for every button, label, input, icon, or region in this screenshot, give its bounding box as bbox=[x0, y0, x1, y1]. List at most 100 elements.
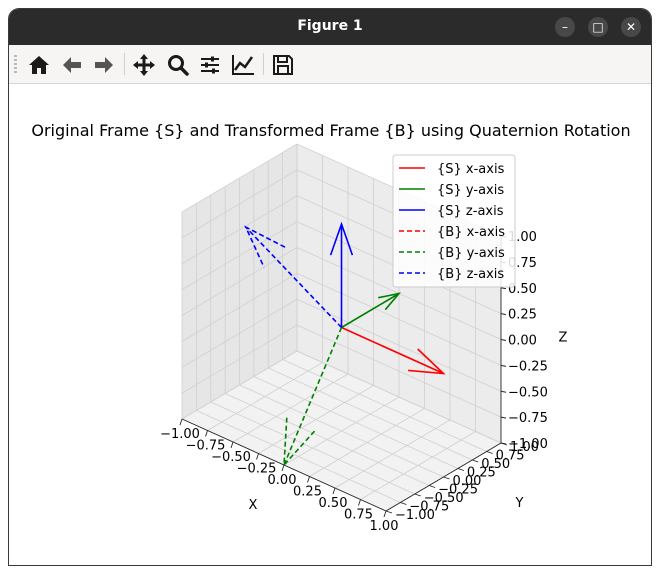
pan-button[interactable] bbox=[131, 52, 157, 78]
back-button[interactable] bbox=[59, 52, 85, 78]
toolbar-grip bbox=[14, 55, 17, 73]
home-button[interactable] bbox=[26, 52, 52, 78]
subplots-icon bbox=[201, 56, 219, 74]
x-tick bbox=[281, 464, 285, 472]
forward-button[interactable] bbox=[91, 52, 117, 78]
gridline bbox=[282, 359, 487, 452]
vector-shaft bbox=[283, 327, 343, 466]
legend-label: {B} x-axis bbox=[437, 225, 505, 240]
minimize-button[interactable]: – bbox=[555, 17, 575, 37]
gridline bbox=[360, 431, 476, 500]
y-tick-label: −0.50 bbox=[424, 491, 464, 506]
z-tick bbox=[500, 339, 507, 341]
edit-axis-button[interactable] bbox=[230, 52, 256, 78]
save-button[interactable] bbox=[270, 52, 296, 78]
chart-title: Original Frame {S} and Transformed Frame… bbox=[31, 121, 630, 140]
figure-canvas[interactable]: Original Frame {S} and Transformed Frame… bbox=[9, 84, 651, 565]
x-tick bbox=[307, 476, 310, 483]
z-tick-label: −0.25 bbox=[508, 359, 548, 374]
maximize-button[interactable]: □ bbox=[588, 17, 608, 37]
z-tick bbox=[500, 287, 507, 290]
y-tick-label: 0.00 bbox=[453, 474, 482, 489]
x-tick-label: −1.00 bbox=[160, 427, 200, 442]
z-tick bbox=[500, 313, 507, 316]
y-tick-label: 0.25 bbox=[467, 466, 496, 481]
x-tick bbox=[332, 487, 336, 495]
vector-b-y-axis bbox=[283, 327, 343, 468]
toolbar-separator bbox=[263, 53, 264, 75]
zoom-button[interactable] bbox=[165, 52, 191, 78]
gridline bbox=[181, 143, 298, 213]
x-tick-label: 0.50 bbox=[319, 496, 348, 511]
gridline bbox=[181, 247, 298, 316]
forward-icon bbox=[95, 57, 113, 73]
z-tick-label: −1.00 bbox=[508, 437, 548, 452]
y-tick bbox=[400, 502, 407, 505]
save-icon bbox=[273, 55, 293, 75]
y-tick bbox=[414, 493, 421, 497]
x-tick-label: 1.00 bbox=[370, 519, 399, 534]
x-tick-label: −0.75 bbox=[186, 439, 226, 454]
legend-label: {B} y-axis bbox=[437, 246, 505, 261]
x-tick bbox=[358, 499, 361, 506]
chart-plot: Original Frame {S} and Transformed Frame… bbox=[31, 121, 630, 534]
gridline bbox=[309, 408, 425, 477]
x-tick bbox=[256, 453, 259, 460]
z-axis-label: Z bbox=[559, 331, 568, 346]
y-tick-label: −0.75 bbox=[409, 500, 449, 515]
title-bar: Figure 1 – □ ✕ bbox=[9, 9, 651, 45]
x-tick bbox=[179, 418, 183, 426]
x-tick-label: 0.25 bbox=[293, 485, 322, 500]
vector-arrowhead bbox=[329, 221, 354, 256]
z-tick-label: −0.75 bbox=[508, 411, 548, 426]
vector-arrowhead bbox=[244, 225, 286, 268]
legend-label: {S} z-axis bbox=[437, 204, 504, 219]
vector-b-z-axis bbox=[244, 225, 343, 329]
y-tick-label: 0.50 bbox=[481, 457, 510, 472]
y-tick bbox=[500, 442, 508, 446]
pan-icon bbox=[133, 54, 155, 76]
z-tick-label: −0.50 bbox=[508, 385, 548, 400]
figure-window: Figure 1 – □ ✕ bbox=[9, 9, 651, 565]
legend-label: {S} x-axis bbox=[437, 162, 505, 177]
x-tick-label: −0.25 bbox=[237, 462, 277, 477]
y-tick-label: 1.00 bbox=[510, 440, 539, 455]
vector-arrowhead bbox=[378, 292, 402, 311]
y-tick-label: −0.25 bbox=[438, 483, 478, 498]
y-tick bbox=[472, 459, 479, 463]
z-tick-label: 0.00 bbox=[508, 334, 537, 349]
legend-label: {S} y-axis bbox=[437, 183, 504, 198]
back-icon bbox=[63, 57, 81, 73]
close-button[interactable]: ✕ bbox=[621, 17, 641, 37]
x-tick-label: 0.00 bbox=[268, 473, 297, 488]
x-tick bbox=[230, 441, 234, 449]
toolbar-separator bbox=[124, 53, 125, 75]
vector-s-z-axis bbox=[329, 221, 354, 328]
legend-box bbox=[392, 154, 516, 288]
y-axis-label: Y bbox=[515, 496, 524, 511]
x-tick bbox=[383, 510, 387, 518]
y-tick-label: 0.75 bbox=[496, 449, 525, 464]
vector-arrowhead bbox=[408, 348, 446, 375]
zoom-icon bbox=[168, 55, 189, 76]
x-tick-label: 0.75 bbox=[344, 508, 373, 523]
legend-label: {B} z-axis bbox=[437, 267, 504, 282]
gridline bbox=[181, 195, 298, 265]
z-tick bbox=[500, 364, 507, 367]
gridline bbox=[181, 221, 298, 290]
y-tick bbox=[457, 468, 465, 471]
gridline bbox=[253, 376, 459, 469]
axes-edit-icon bbox=[232, 55, 254, 75]
y-tick bbox=[428, 485, 436, 488]
y-tick-label: −1.00 bbox=[395, 508, 435, 523]
y-tick bbox=[385, 510, 393, 514]
y-tick bbox=[486, 451, 493, 454]
gridline bbox=[334, 419, 451, 489]
z-tick-label: 0.25 bbox=[508, 308, 537, 323]
vector-s-x-axis bbox=[341, 326, 446, 375]
gridline bbox=[181, 169, 298, 239]
vector-shaft bbox=[341, 326, 444, 375]
configure-subplots-button[interactable] bbox=[197, 52, 223, 78]
gridline bbox=[268, 367, 473, 461]
z-tick bbox=[500, 416, 507, 419]
